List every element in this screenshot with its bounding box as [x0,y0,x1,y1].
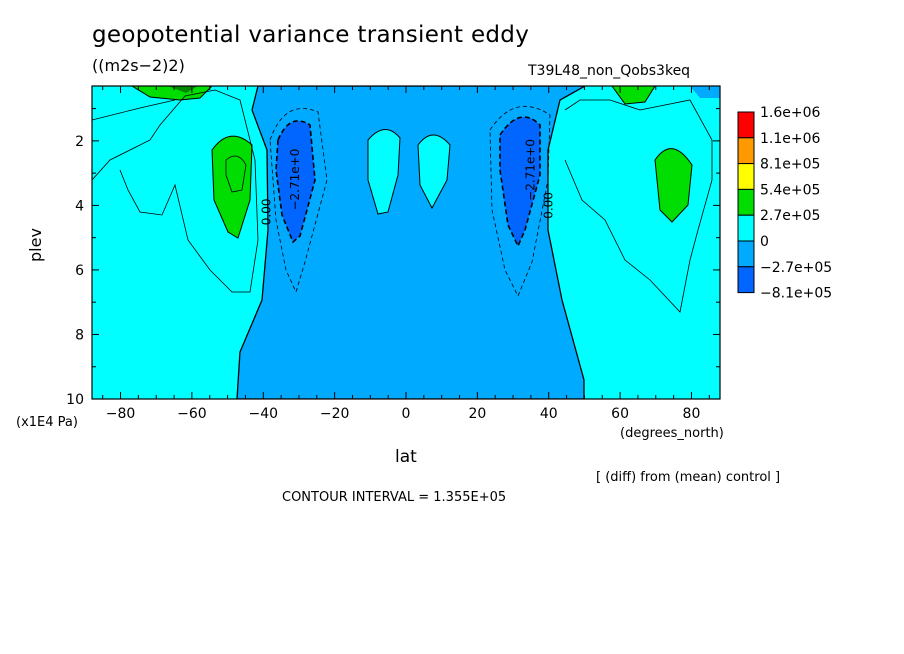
legend-swatch [737,137,755,165]
positive-island-2 [417,134,451,210]
x-axis: −80 −60 −40 −20 0 20 40 60 80 [102,86,710,422]
contour-label: 0.00 [259,198,273,225]
negative-patch-top-right [690,86,720,98]
x-tick-label: 0 [402,406,411,422]
legend-swatch [737,240,755,268]
y-tick-label: 8 [75,327,84,343]
positive-region-south [211,135,253,239]
legend-swatch [737,188,755,216]
contour-label: −2.71e+0 [288,149,302,211]
strong-negative-core-north [499,116,541,248]
legend-label: 5.4e+05 [760,182,820,198]
diff-note: [ (diff) from (mean) control ] [596,470,781,485]
color-legend: 1.6e+06 1.1e+06 8.1e+05 5.4e+05 2.7e+05 0 −2.7… [737,105,832,302]
legend-label: 2.7e+05 [760,208,820,224]
x-tick-label: −40 [248,406,278,422]
chart-title: geopotential variance transient eddy [92,22,530,48]
legend-label: −8.1e+05 [760,286,832,302]
legend-swatch [737,163,755,190]
y-tick-label: 6 [75,263,84,279]
y-tick-label: 4 [75,198,84,214]
y-axis-units: (x1E4 Pa) [16,415,78,430]
contour-label: 0.00 [541,192,555,219]
contour-interval: CONTOUR INTERVAL = 1.355E+05 [282,490,507,505]
chart-units: ((m2s−2)2) [92,56,185,75]
contour-label: −2.71e+0 [523,139,537,201]
positive-island-1 [367,129,401,215]
legend-swatch [737,214,755,242]
contour-labels: 0.00 −2.71e+0 −2.71e+0 0.00 [259,139,555,225]
y-tick-label: 10 [66,392,84,408]
legend-swatch [737,266,755,294]
strong-negative-core-south [275,120,316,244]
x-tick-label: −20 [320,406,350,422]
run-label: T39L48_non_Qobs3keq [528,63,691,79]
x-tick-label: 80 [683,406,701,422]
x-tick-label: 20 [468,406,486,422]
y-axis: 2 4 6 8 10 [66,108,720,408]
legend-label: 8.1e+05 [760,157,820,173]
x-axis-label: lat [395,447,417,467]
legend-swatch [737,111,755,139]
legend-label: 0 [760,234,769,250]
negative-region [236,86,587,399]
x-tick-label: −80 [106,406,136,422]
legend-label: 1.1e+06 [760,131,821,147]
x-tick-label: 60 [611,406,629,422]
x-tick-label: −60 [177,406,207,422]
legend-label: −2.7e+05 [760,260,832,276]
positive-region-north [654,148,693,223]
x-tick-label: 40 [540,406,558,422]
legend-label: 1.6e+06 [760,105,821,121]
y-tick-label: 2 [75,134,84,150]
x-axis-units: (degrees_north) [620,426,724,441]
positive-region-top-right [611,86,656,105]
